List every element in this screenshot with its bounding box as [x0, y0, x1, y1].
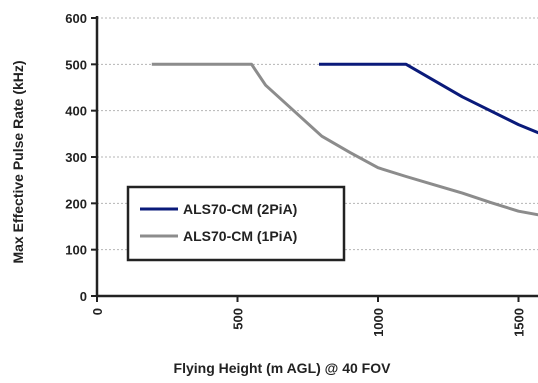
y-tick-label-200: 200	[65, 196, 87, 211]
legend: ALS70-CM (2PiA) ALS70-CM (1PiA)	[126, 185, 346, 262]
x-tick-label-1500: 1500	[512, 308, 527, 337]
legend-entry-2pia: ALS70-CM (2PiA)	[183, 201, 297, 217]
y-tick-label-300: 300	[65, 150, 87, 165]
legend-box	[126, 185, 346, 262]
x-tick-label-1000: 1000	[371, 308, 386, 337]
legend-entry-1pia: ALS70-CM (1PiA)	[183, 228, 297, 244]
y-tick-label-600: 600	[65, 11, 87, 26]
x-tick-label-500: 500	[231, 308, 246, 330]
series-group	[151, 62, 538, 217]
x-axis-label: Flying Height (m AGL) @ 40 FOV	[174, 360, 392, 376]
series-line-0	[319, 62, 538, 135]
axes	[91, 16, 538, 302]
y-tick-label-0: 0	[80, 289, 87, 304]
y-axis-label: Max Effective Pulse Rate (kHz)	[10, 60, 26, 263]
y-tick-label-500: 500	[65, 57, 87, 72]
x-tick-label-0: 0	[90, 308, 105, 315]
tick-labels: 0 100 200 300 400 500 600 0 500 1000 1500	[65, 11, 526, 337]
y-tick-label-400: 400	[65, 104, 87, 119]
y-tick-label-100: 100	[65, 243, 87, 258]
series-line-1	[151, 62, 538, 217]
